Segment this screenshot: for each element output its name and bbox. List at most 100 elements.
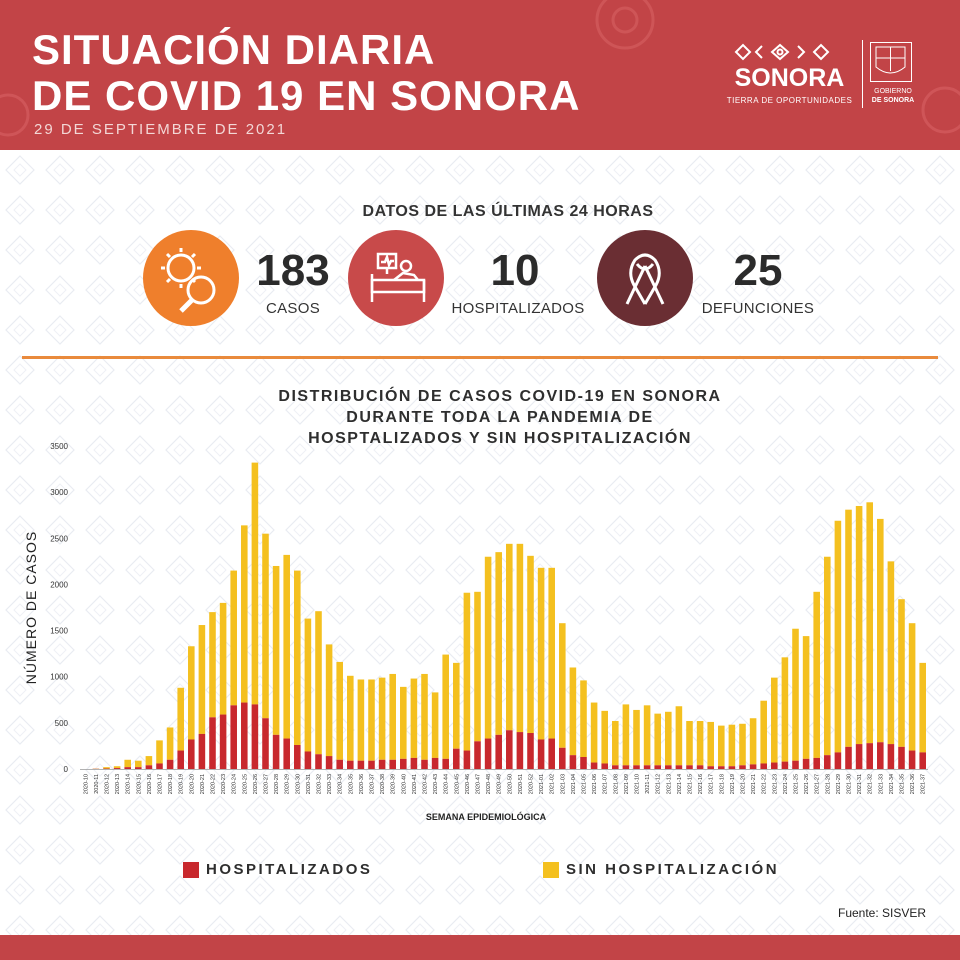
bar-hospitalizados (219, 714, 227, 769)
bar-sin-hospitalizacion (792, 628, 799, 761)
x-tick-label: 2020-22 (211, 774, 217, 794)
y-tick-label: 3000 (50, 488, 68, 497)
state-seal-icon (870, 42, 912, 82)
bar-hospitalizados (209, 717, 216, 769)
x-tick-label: 2021-15 (688, 774, 694, 794)
x-tick-label: 2020-41 (412, 774, 418, 794)
bar-hospitalizados (304, 751, 312, 769)
virus-decoration-icon (0, 0, 960, 137)
bar-hospitalizados (400, 758, 407, 769)
bar-hospitalizados (198, 733, 206, 769)
bar-hospitalizados (739, 765, 746, 769)
x-tick-label: 2020-27 (264, 774, 270, 794)
bar-sin-hospitalizacion (368, 679, 375, 761)
x-tick-label: 2020-36 (359, 774, 365, 794)
x-tick-label: 2020-30 (295, 774, 301, 794)
bar-hospitalizados (506, 730, 513, 769)
header-banner: SITUACIÓN DIARIA DE COVID 19 EN SONORA 2… (0, 0, 960, 150)
bar-hospitalizados (336, 759, 343, 769)
bar-hospitalizados (919, 752, 926, 769)
x-tick-label: 2020-32 (317, 774, 323, 794)
page-title-line-1: SITUACIÓN DIARIA (32, 26, 436, 73)
sonora-logo: SONORA TIERRA DE OPORTUNIDADES GOBIERNO … (722, 40, 922, 120)
logo-tagline: TIERRA DE OPORTUNIDADES (726, 96, 853, 105)
bar-sin-hospitalizacion (262, 533, 269, 719)
bar-sin-hospitalizacion (908, 623, 916, 751)
bar-hospitalizados (113, 768, 121, 769)
bar-sin-hospitalizacion (919, 662, 926, 753)
bar-hospitalizados (643, 765, 651, 769)
x-tick-label: 2020-14 (126, 774, 132, 794)
x-tick-label: 2021-19 (730, 774, 736, 794)
bar-hospitalizados (145, 765, 153, 769)
bar-hospitalizados (559, 747, 566, 769)
bar-sin-hospitalizacion (453, 662, 460, 749)
legend-swatch-sin-hospitalizacion (543, 862, 559, 878)
y-tick-label: 1000 (50, 673, 68, 682)
bar-hospitalizados (749, 764, 757, 769)
logo-divider (862, 40, 863, 108)
x-tick-label: 2021-18 (719, 774, 725, 794)
bar-hospitalizados (156, 763, 163, 769)
bar-hospitalizados (453, 748, 460, 769)
x-tick-label: 2020-52 (529, 774, 535, 794)
y-tick-label: 0 (64, 765, 69, 774)
x-tick-label: 2020-33 (327, 774, 333, 794)
x-tick-label: 2021-11 (645, 774, 651, 794)
bar-hospitalizados (622, 765, 630, 769)
bar-sin-hospitalizacion (559, 623, 566, 748)
bar-hospitalizados (527, 733, 534, 769)
bar-hospitalizados (781, 761, 789, 769)
bar-hospitalizados (601, 763, 608, 769)
bar-sin-hospitalizacion (410, 678, 418, 758)
x-tick-label: 2021-13 (666, 774, 672, 794)
x-tick-label: 2021-14 (677, 774, 683, 794)
bar-hospitalizados (771, 762, 778, 769)
bar-hospitalizados (537, 739, 545, 769)
bar-hospitalizados (813, 757, 820, 769)
bar-hospitalizados (633, 765, 640, 769)
bar-hospitalizados (590, 762, 598, 769)
bar-sin-hospitalizacion (145, 756, 153, 766)
bar-sin-hospitalizacion (622, 704, 630, 766)
bar-sin-hospitalizacion (188, 646, 195, 740)
x-tick-label: 2020-49 (497, 774, 503, 794)
x-tick-label: 2021-29 (836, 774, 842, 794)
bar-hospitalizados (188, 739, 195, 769)
bar-sin-hospitalizacion (548, 567, 555, 739)
bar-sin-hospitalizacion (219, 602, 227, 715)
bar-hospitalizados (347, 760, 354, 769)
bar-sin-hospitalizacion (643, 705, 651, 766)
bar-hospitalizados (792, 760, 799, 769)
x-tick-label: 2021-35 (900, 774, 906, 794)
bar-sin-hospitalizacion (580, 680, 587, 758)
x-tick-label: 2021-02 (550, 774, 556, 794)
bar-sin-hospitalizacion (590, 702, 598, 763)
x-tick-label: 2021-23 (772, 774, 778, 794)
x-tick-label: 2021-25 (794, 774, 800, 794)
bar-sin-hospitalizacion (781, 657, 789, 762)
x-tick-label: 2020-35 (348, 774, 354, 794)
bar-sin-hospitalizacion (495, 552, 502, 735)
x-tick-label: 2021-09 (624, 774, 630, 794)
x-tick-label: 2021-03 (560, 774, 566, 794)
x-tick-label: 2021-06 (592, 774, 598, 794)
x-tick-label: 2020-51 (518, 774, 524, 794)
bar-sin-hospitalizacion (304, 618, 312, 752)
bar-sin-hospitalizacion (887, 561, 895, 745)
bar-sin-hospitalizacion (484, 556, 492, 739)
bar-sin-hospitalizacion (389, 673, 396, 760)
bar-sin-hospitalizacion (845, 509, 852, 747)
bar-sin-hospitalizacion (739, 723, 746, 766)
bar-hospitalizados (802, 758, 810, 769)
y-tick-label: 3500 (50, 442, 68, 451)
bar-sin-hospitalizacion (400, 686, 407, 759)
bar-hospitalizados (135, 767, 142, 769)
bar-sin-hospitalizacion (198, 625, 206, 734)
x-tick-label: 2021-07 (603, 774, 609, 794)
x-tick-label: 2021-28 (825, 774, 831, 794)
x-tick-label: 2020-38 (380, 774, 386, 794)
bar-sin-hospitalizacion (633, 709, 640, 766)
x-tick-label: 2020-50 (507, 774, 513, 794)
bar-sin-hospitalizacion (294, 570, 301, 746)
